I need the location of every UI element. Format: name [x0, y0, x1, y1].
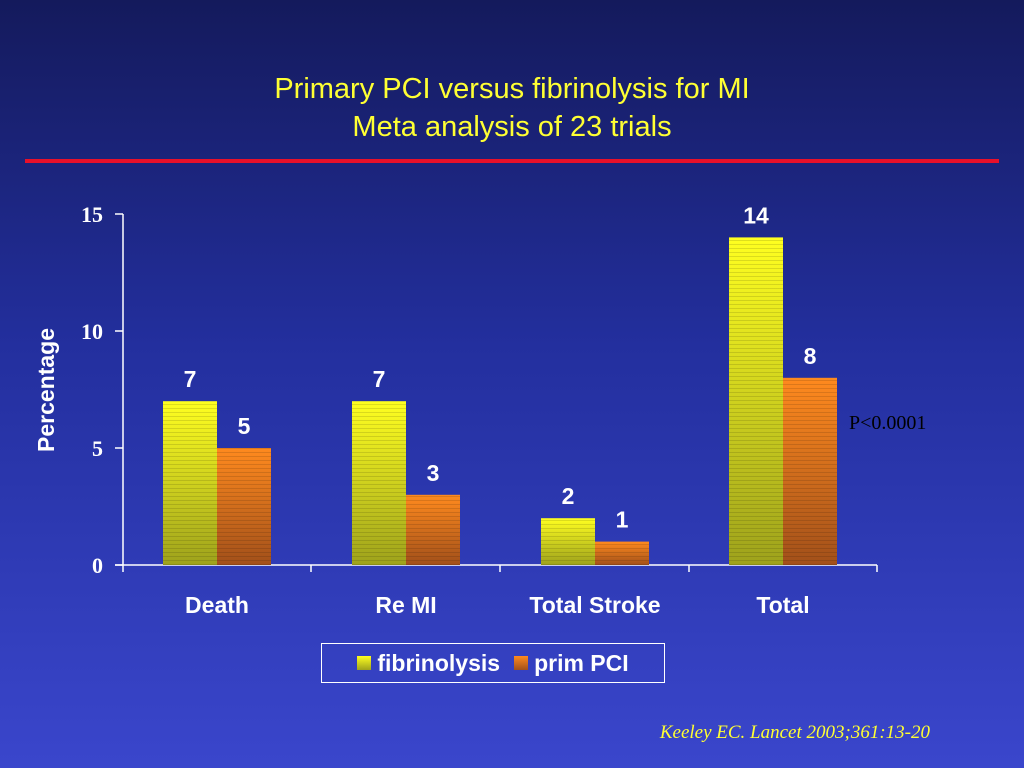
- legend-swatch-fibrinolysis: [357, 656, 372, 670]
- bar-prim-pci-total-stroke-texture: [595, 541, 649, 565]
- y-axis-title: Percentage: [33, 328, 59, 452]
- data-label-fibrinolysis-re-mi: 7: [373, 366, 386, 392]
- y-tick-label: 15: [81, 202, 103, 227]
- y-tick-label: 0: [92, 553, 103, 578]
- citation: Keeley EC. Lancet 2003;361:13-20: [659, 722, 930, 743]
- title-line-2: Meta analysis of 23 trials: [352, 111, 672, 143]
- y-tick-label: 5: [92, 436, 103, 461]
- legend-label-prim-pci: prim PCI: [534, 649, 629, 676]
- bar-prim-pci-total-texture: [783, 377, 837, 565]
- bar-fibrinolysis-re-mi-texture: [352, 401, 406, 565]
- data-label-fibrinolysis-total: 14: [743, 202, 769, 228]
- data-label-fibrinolysis-death: 7: [184, 366, 197, 392]
- p-value: P<0.0001: [849, 412, 927, 434]
- y-tick-label: 10: [81, 319, 103, 344]
- bar-prim-pci-death-texture: [217, 448, 271, 565]
- data-label-fibrinolysis-total-stroke: 2: [562, 483, 575, 509]
- data-label-prim-pci-re-mi: 3: [427, 460, 440, 486]
- x-tick-label-total-stroke: Total Stroke: [529, 592, 660, 618]
- bar-fibrinolysis-total-texture: [729, 237, 783, 565]
- x-tick-label-re-mi: Re MI: [375, 592, 436, 618]
- bar-prim-pci-re-mi-texture: [406, 494, 460, 565]
- legend-item-fibrinolysis: fibrinolysis: [357, 650, 500, 677]
- x-tick-label-death: Death: [185, 592, 249, 618]
- title-line-1: Primary PCI versus fibrinolysis for MI: [274, 73, 750, 105]
- title-underline: [25, 159, 999, 163]
- data-label-prim-pci-death: 5: [238, 413, 251, 439]
- legend-label-fibrinolysis: fibrinolysis: [377, 649, 501, 676]
- bar-fibrinolysis-total-stroke-texture: [541, 518, 595, 565]
- bar-fibrinolysis-death-texture: [163, 401, 217, 565]
- legend-swatch-prim-pci: [514, 656, 529, 670]
- chart-legend: fibrinolysis prim PCI: [321, 643, 665, 683]
- data-label-prim-pci-total-stroke: 1: [616, 507, 629, 533]
- data-label-prim-pci-total: 8: [804, 343, 817, 369]
- x-tick-label-total: Total: [756, 592, 809, 618]
- slide-title: Primary PCI versus fibrinolysis for MI M…: [0, 70, 1024, 146]
- legend-item-prim-pci: prim PCI: [514, 650, 629, 677]
